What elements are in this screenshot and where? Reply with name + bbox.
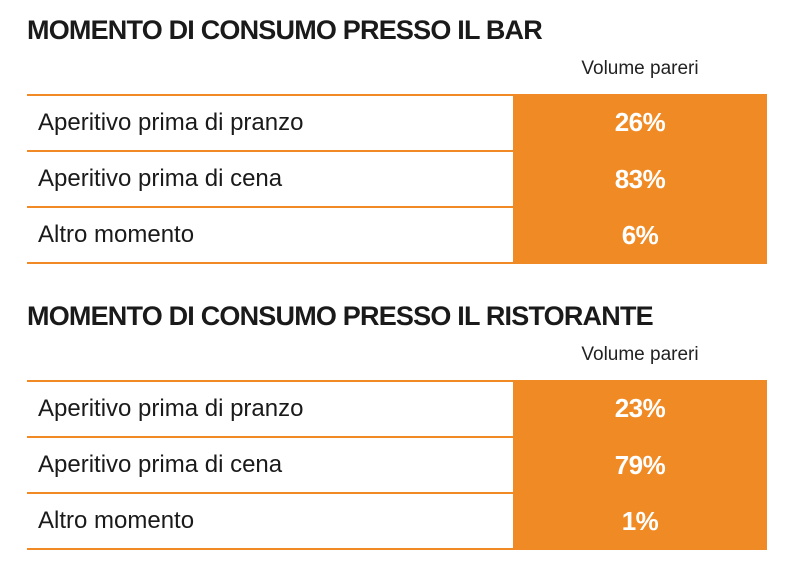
column-header: Volume pareri [581, 58, 699, 79]
section-bar: MOMENTO DI CONSUMO PRESSO IL BAR Volume … [27, 14, 767, 264]
row-label: Altro momento [38, 221, 195, 248]
row-value: 6% [513, 208, 767, 264]
row-value: 26% [513, 94, 767, 150]
row-label: Aperitivo prima di pranzo [38, 109, 304, 136]
row-value: 83% [513, 152, 767, 206]
table-row: Aperitivo prima di pranzo 26% [27, 94, 767, 150]
table-row: Altro momento 1% [27, 492, 767, 550]
column-header: Volume pareri [581, 344, 699, 365]
table-row: Aperitivo prima di pranzo 23% [27, 380, 767, 436]
section-ristorante: MOMENTO DI CONSUMO PRESSO IL RISTORANTE … [27, 300, 767, 550]
data-table: Aperitivo prima di pranzo 23% Aperitivo … [27, 380, 767, 550]
row-value: 23% [513, 380, 767, 436]
row-value: 79% [513, 438, 767, 492]
row-value: 1% [513, 494, 767, 550]
row-label: Aperitivo prima di cena [38, 451, 283, 478]
section-title: MOMENTO DI CONSUMO PRESSO IL RISTORANTE [27, 301, 654, 331]
table-row: Aperitivo prima di cena 83% [27, 150, 767, 206]
table-row: Aperitivo prima di cena 79% [27, 436, 767, 492]
row-label: Aperitivo prima di pranzo [38, 395, 304, 422]
table-row: Altro momento 6% [27, 206, 767, 264]
row-label: Aperitivo prima di cena [38, 165, 283, 192]
section-title: MOMENTO DI CONSUMO PRESSO IL BAR [27, 15, 543, 45]
data-table: Aperitivo prima di pranzo 26% Aperitivo … [27, 94, 767, 264]
row-label: Altro momento [38, 507, 195, 534]
